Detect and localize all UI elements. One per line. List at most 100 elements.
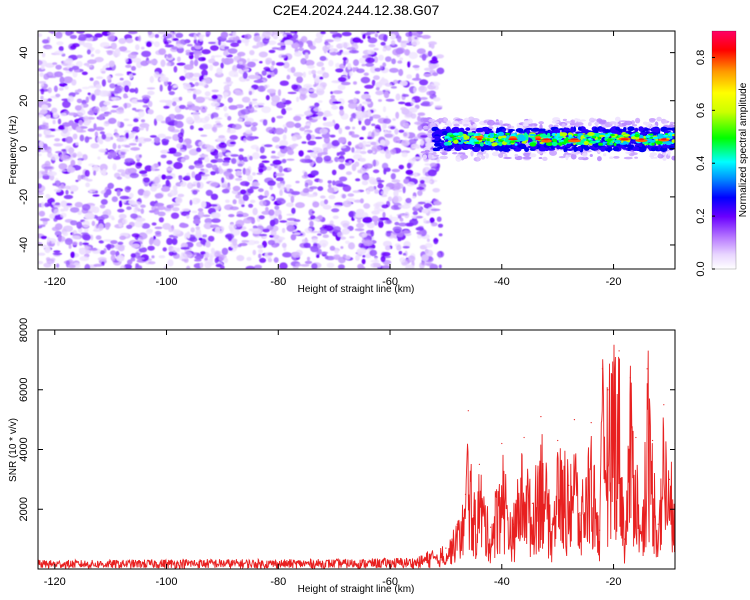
spectrogram-y-tick-label: 0 (18, 146, 30, 152)
spectrogram-noise-cell (258, 188, 264, 193)
spectrogram-noise-cell (249, 185, 259, 190)
spectrogram-noise-cell (362, 216, 373, 224)
spectrogram-noise-cell (298, 150, 304, 157)
spectrogram-noise-cell (225, 199, 230, 203)
spectrogram-noise-cell (151, 164, 156, 172)
spectrogram-band-core (644, 128, 649, 131)
spectrogram-noise-cell (310, 245, 319, 253)
spectrogram-noise-cell (372, 159, 377, 167)
spectrogram-noise-cell (347, 193, 355, 197)
snr-point (557, 439, 559, 442)
spectrogram-noise-cell (262, 31, 271, 38)
spectrogram-noise-cell (415, 227, 424, 231)
spectrogram-noise-cell (377, 183, 384, 189)
spectrogram-noise-cell (38, 59, 43, 66)
spectrogram-band-max (476, 138, 482, 141)
spectrogram-noise-cell (68, 147, 75, 154)
spectrogram-noise-cell (377, 208, 385, 212)
spectrogram-noise-cell (63, 194, 74, 200)
spectrogram-noise-cell (53, 250, 61, 253)
spectrogram-noise-cell (329, 47, 335, 53)
spectrogram-band-max (540, 139, 553, 143)
spectrogram-noise-cell (225, 173, 235, 180)
spectrogram-noise-cell (352, 67, 356, 73)
spectrogram-noise-cell (403, 178, 410, 184)
snr-point (531, 502, 534, 504)
spectrogram-noise-cell (312, 40, 316, 46)
spectrogram-band-peak (467, 132, 474, 136)
spectrogram-noise-cell (359, 39, 364, 44)
spectrogram-noise-cell (391, 58, 396, 65)
spectrogram-noise-cell (342, 200, 352, 208)
spectrogram-noise-cell (40, 88, 45, 95)
spectrogram-noise-cell (282, 37, 290, 41)
snr-point (361, 563, 363, 565)
spectrogram-noise-cell (164, 44, 175, 48)
spectrogram-noise-cell (194, 53, 203, 56)
spectrogram-noise-cell (262, 228, 270, 233)
spectrogram-band-peak (452, 132, 460, 136)
spectrogram-noise-cell (420, 262, 429, 266)
spectrogram-noise-cell (312, 147, 321, 152)
spectrogram-noise-cell (309, 45, 317, 50)
spectrogram-noise-cell (246, 256, 252, 261)
spectrogram-band-fringe (539, 124, 543, 130)
spectrogram-noise-cell (396, 139, 401, 144)
spectrogram-band-peak (645, 135, 651, 138)
spectrogram-noise-cell (360, 76, 371, 84)
spectrogram-band-peak (591, 135, 597, 139)
spectrogram-noise-cell (172, 38, 179, 41)
spectrogram-band-fringe (551, 120, 560, 124)
spectrogram-noise-cell (128, 31, 138, 35)
spectrogram-noise-cell (52, 252, 63, 256)
spectrogram-noise-cell (65, 189, 69, 195)
spectrogram-noise-cell (58, 163, 68, 170)
spectrogram-noise-cell (85, 182, 90, 188)
spectrogram-noise-cell (365, 253, 372, 259)
spectrogram-noise-cell (408, 107, 418, 113)
spectrogram-band-core (504, 145, 511, 149)
spectrogram-noise-cell (255, 104, 259, 109)
spectrogram-band-core (509, 129, 513, 133)
spectrogram-x-tick-label: -120 (44, 276, 66, 288)
spectrogram-noise-cell (204, 91, 211, 97)
spectrogram-noise-cell (138, 143, 142, 147)
spectrogram-noise-cell (344, 162, 351, 166)
spectrogram-noise-cell (221, 183, 228, 187)
spectrogram-noise-cell (200, 173, 210, 177)
spectrogram-noise-cell (149, 76, 154, 83)
spectrogram-noise-cell (417, 115, 421, 122)
spectrogram-noise-cell (110, 109, 117, 113)
spectrogram-noise-cell (284, 39, 294, 46)
spectrogram-noise-cell (88, 248, 98, 251)
spectrogram-noise-cell (198, 237, 203, 241)
spectrogram-noise-cell (237, 163, 243, 167)
spectrogram-noise-cell (317, 152, 323, 157)
spectrogram-noise-cell (199, 117, 209, 124)
snr-point (640, 532, 643, 534)
spectrogram-noise-cell (78, 247, 84, 251)
spectrogram-band-fringe (658, 153, 662, 158)
spectrogram-noise-cell (228, 223, 237, 230)
spectrogram-noise-cell (171, 247, 178, 253)
spectrogram-band-core (615, 126, 620, 131)
spectrogram-noise-cell (62, 100, 71, 109)
spectrogram-noise-cell (352, 126, 356, 130)
spectrogram-noise-cell (226, 128, 237, 134)
spectrogram-noise-cell (302, 49, 311, 56)
spectrogram-noise-cell (244, 114, 248, 119)
spectrogram-noise-cell (259, 257, 267, 263)
spectrogram-noise-cell (114, 73, 124, 77)
spectrogram-band-fringe (428, 118, 436, 123)
spectrogram-noise-cell (346, 47, 356, 50)
spectrogram-noise-cell (429, 217, 435, 224)
spectrogram-noise-cell (304, 59, 315, 66)
spectrogram-noise-cell (218, 135, 226, 139)
spectrogram-noise-cell (105, 222, 110, 230)
spectrogram-noise-cell (122, 218, 128, 225)
spectrogram-noise-cell (130, 253, 136, 258)
spectrogram-noise-cell (200, 134, 208, 137)
spectrogram-noise-cell (286, 213, 295, 216)
spectrogram-noise-cell (348, 71, 353, 77)
